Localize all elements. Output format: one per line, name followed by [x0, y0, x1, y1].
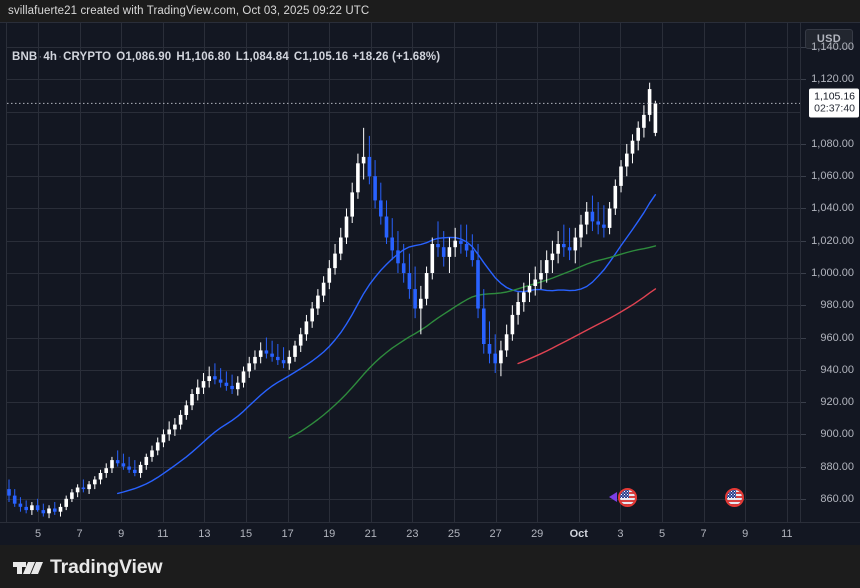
price-axis-tick	[801, 337, 806, 339]
currency-badge[interactable]: USD	[804, 29, 853, 49]
price-axis-label: 960.00	[820, 331, 854, 344]
time-axis-label: 23	[406, 528, 419, 540]
price-axis-tick	[801, 176, 806, 178]
legend-sep-1: ·	[38, 51, 43, 63]
tradingview-wordmark: TradingView	[50, 556, 163, 578]
time-axis-label: 5	[34, 528, 42, 540]
time-axis-label: 13	[198, 528, 211, 540]
price-axis-label: 940.00	[820, 363, 854, 376]
chart-plot-area[interactable]	[7, 23, 800, 523]
time-axis-label: 21	[364, 528, 377, 540]
time-axis-label: 19	[323, 528, 336, 540]
legend-low: L1,084.84	[235, 51, 289, 63]
time-axis-label: 5	[658, 528, 666, 540]
price-axis-tick	[801, 466, 806, 468]
time-axis-label: 7	[700, 528, 707, 540]
price-axis-tick	[801, 305, 806, 307]
price-axis-label: 1,000.00	[811, 267, 854, 279]
time-axis[interactable]: 5 7 9 11 13 15 17 19 21 23 25 27 29 Oct 3 5 7 9 11	[0, 522, 860, 545]
flag-canton	[620, 490, 629, 498]
chart-legend[interactable]: BNB·4h·CRYPTO O1,086.90 H1,106.80 L1,084.84…	[12, 51, 440, 63]
cursor-arrow-icon	[609, 492, 617, 502]
time-axis-label: 11	[781, 528, 793, 540]
price-axis[interactable]: USD 1,140.00 1,120.00 1,080.00 1,060.00 1,04…	[800, 23, 860, 546]
tradingview-logo-icon	[13, 561, 43, 574]
time-axis-label: 27	[489, 528, 502, 540]
time-axis-label: 7	[76, 528, 83, 540]
price-axis-tick	[801, 273, 806, 274]
price-axis-tick	[801, 402, 806, 404]
legend-change: +18.26 (+1.68%)	[352, 51, 441, 63]
legend-symbol[interactable]: BNB	[12, 51, 38, 63]
price-axis-label: 1,040.00	[811, 202, 854, 215]
price-axis-label: 900.00	[820, 428, 854, 441]
time-axis-label: 17	[281, 528, 294, 540]
price-axis-tick	[801, 240, 806, 242]
price-axis-label: 1,080.00	[811, 137, 854, 150]
legend-close: C1,105.16	[293, 51, 349, 63]
legend-interval[interactable]: 4h	[43, 51, 58, 63]
legend-open: O1,086.90	[116, 51, 172, 63]
time-axis-label: 9	[118, 528, 125, 540]
candlestick-plot[interactable]	[7, 23, 800, 523]
price-axis-label: 1,140.00	[811, 41, 854, 54]
price-axis-tick	[801, 498, 806, 500]
chart-left-gutter	[0, 23, 7, 523]
price-axis-label: 860.00	[820, 492, 854, 505]
price-axis-tick	[801, 434, 806, 436]
price-axis-label: 920.00	[820, 396, 854, 409]
time-axis-label: 25	[447, 528, 461, 540]
price-axis-tick	[801, 208, 806, 210]
price-axis-tick	[801, 369, 806, 371]
legend-exchange: CRYPTO	[63, 51, 112, 63]
chart-frame: BNB·4h·CRYPTO O1,086.90 H1,106.80 L1,084.84…	[0, 22, 860, 546]
price-axis-tick	[801, 143, 806, 145]
price-axis-tick	[801, 79, 806, 81]
us-economic-event-flag[interactable]	[618, 488, 637, 507]
time-axis-label: Oct	[569, 528, 588, 540]
price-axis-label: 980.00	[820, 299, 854, 312]
price-axis-label: 880.00	[820, 460, 854, 473]
time-axis-label: 29	[531, 528, 544, 540]
legend-sep-2: ·	[58, 51, 63, 63]
price-axis-label: 1,120.00	[811, 73, 854, 86]
current-price-value: 1,105.16	[814, 90, 855, 103]
price-axis-label: 1,020.00	[811, 234, 854, 247]
time-axis-label: 11	[157, 528, 169, 540]
time-axis-label: 15	[239, 528, 253, 540]
time-axis-label: 9	[742, 528, 749, 540]
tradingview-brand[interactable]: TradingView	[13, 556, 163, 579]
price-axis-label: 1,060.00	[811, 170, 854, 183]
price-axis-tick	[801, 47, 806, 49]
current-price-label: 1,105.16 02:37:40	[809, 88, 859, 118]
attribution-text: svillafuerte21 created with TradingView.…	[8, 5, 370, 17]
us-economic-event-flag[interactable]	[725, 488, 744, 507]
footer-bar: TradingView	[0, 545, 860, 588]
time-axis-label: 3	[617, 528, 624, 540]
legend-high: H1,106.80	[176, 51, 231, 63]
flag-canton	[727, 490, 736, 498]
bar-countdown: 02:37:40	[814, 102, 855, 115]
